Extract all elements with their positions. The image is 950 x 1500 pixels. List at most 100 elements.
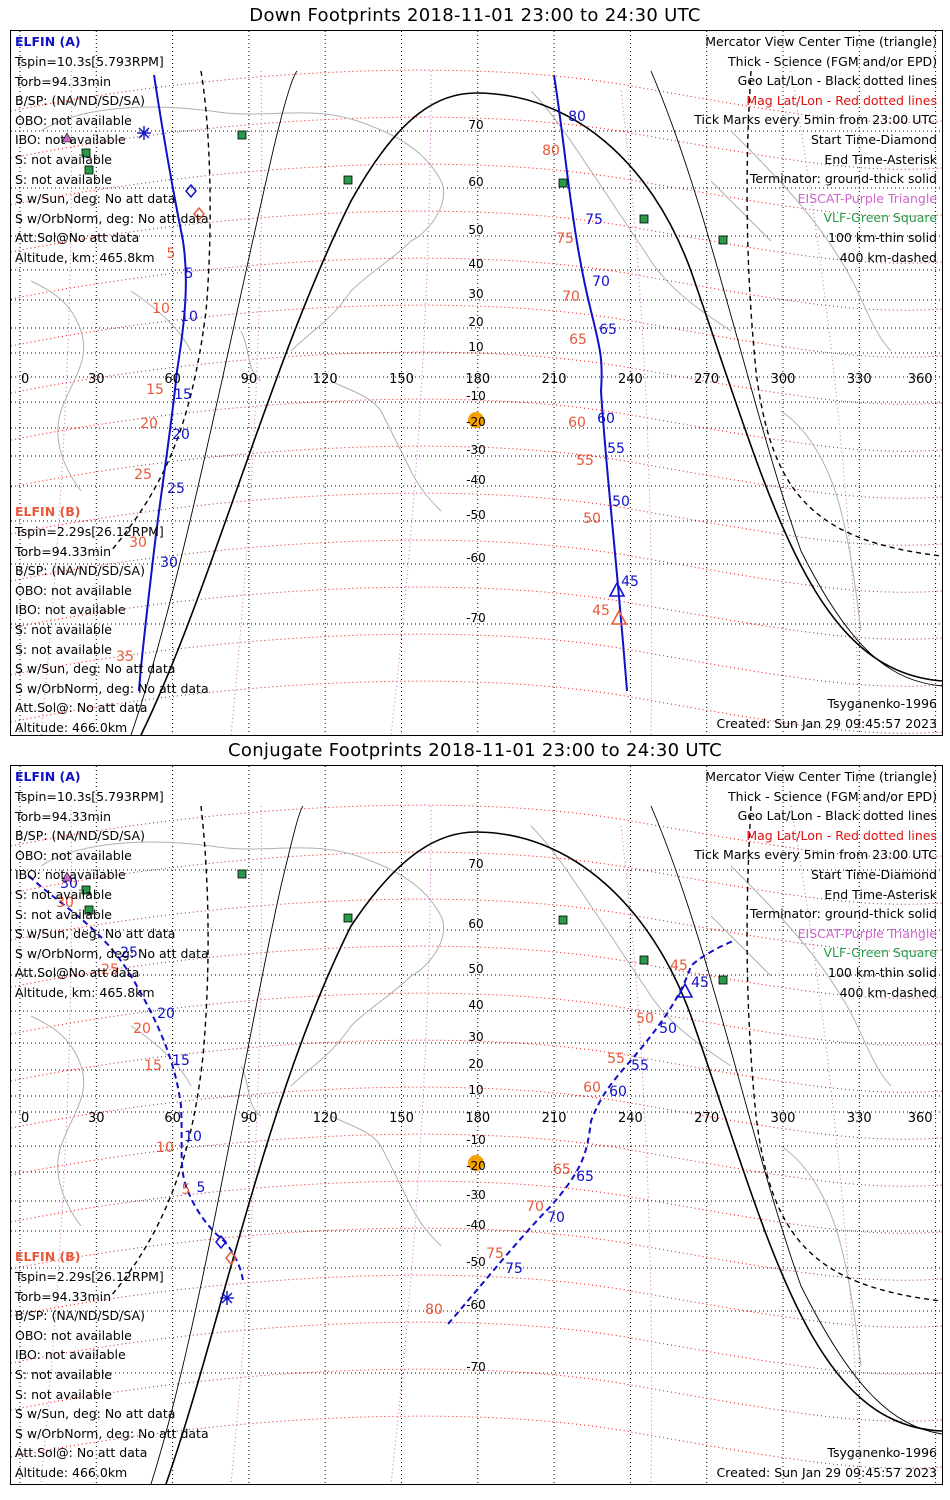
lon-tick-label: 240 — [618, 372, 643, 387]
mag-parallel — [11, 804, 942, 858]
info-line: OBO: not available — [15, 847, 132, 863]
lat-tick-label: -50 — [466, 508, 486, 522]
legend-line: 100 km-thin solid — [828, 965, 937, 980]
coastline — [330, 380, 442, 512]
mag-parallel — [11, 1180, 942, 1234]
triangle-icon — [676, 982, 694, 998]
lon-tick-label: 30 — [88, 1111, 105, 1126]
purple-triangle-icon — [61, 132, 73, 143]
lon-tick-label: 60 — [164, 1111, 181, 1126]
info-line: B/SP: (NA/ND/SD/SA) — [15, 563, 145, 579]
track-b-tick-label: 20 — [157, 1006, 175, 1022]
mag-b-tick-label: 30 — [56, 895, 74, 911]
legend-line: 400 km-dashed — [839, 984, 937, 1000]
track-elfin-a — [553, 74, 628, 692]
info-line: Torb=94.33min — [15, 73, 112, 89]
mag-parallel — [11, 1086, 942, 1140]
legend-line: Mercator View Center Time (triangle) — [705, 34, 937, 49]
legend-line: EISCAT-Purple Triangle — [797, 925, 937, 941]
legend-line: End Time-Asterisk — [824, 886, 937, 902]
lat-tick-label: -40 — [466, 473, 486, 487]
triangle-icon — [610, 609, 628, 625]
lat-tick-label: -60 — [466, 551, 486, 565]
lat-tick-label: -70 — [466, 1360, 486, 1374]
lat-tick-label: 70 — [468, 857, 483, 871]
track-a-tick-label: 50 — [612, 494, 630, 510]
info-line: S: not available — [15, 887, 112, 902]
diamond-icon — [193, 206, 205, 222]
mag-b-tick-label: 25 — [134, 467, 152, 483]
legend-line: End Time-Asterisk — [824, 151, 937, 167]
info-line: Tspin=10.3s[5.793RPM] — [15, 789, 164, 804]
legend-line: 400 km-dashed — [839, 249, 937, 265]
mag-meridian — [390, 70, 432, 735]
legend-line: Mag Lat/Lon - Red dotted lines — [746, 827, 937, 843]
green-square-icon — [718, 235, 728, 245]
map-canvas: 4550556065707551015202530455055606570758… — [11, 766, 942, 1484]
lon-tick-label: 60 — [164, 372, 181, 387]
mag-parallel — [11, 992, 942, 1046]
terminator-400km — [746, 70, 942, 557]
mag-b-tick-label: 30 — [129, 535, 147, 551]
sun-icon — [468, 412, 484, 428]
info-line: Tspin=2.29s[26.12RPM] — [15, 1269, 164, 1284]
mag-parallel — [11, 1133, 942, 1187]
track-a-tick-label: 65 — [599, 322, 617, 338]
info-line: Torb=94.33min — [15, 1288, 112, 1304]
green-square-icon — [237, 869, 247, 879]
mag-parallel — [11, 851, 942, 905]
coastline — [330, 1115, 442, 1247]
footprint-tracks: 4550556065707551015202530455055606570758… — [28, 875, 734, 1325]
coastline — [780, 410, 862, 632]
mag-a-tick-label: 45 — [592, 603, 610, 619]
info-line: S: not available — [15, 1386, 112, 1402]
panel-title-down: Down Footprints 2018-11-01 23:00 to 24:3… — [249, 5, 701, 26]
elfin-b-label: ELFIN (B) — [15, 504, 81, 519]
info-line: Tspin=10.3s[5.793RPM] — [15, 54, 164, 69]
track-b-tick-label: 15 — [172, 1053, 190, 1069]
terminator — [110, 70, 942, 735]
info-line: IBO: not available — [15, 132, 126, 148]
lat-tick-label: 40 — [468, 257, 483, 271]
mag-b-tick-label: 35 — [116, 649, 134, 665]
mag-parallel — [11, 398, 942, 452]
track-a-tick-label: 45 — [691, 975, 709, 991]
mag-parallel — [11, 445, 942, 499]
track-b-tick-label: 5 — [197, 1180, 206, 1196]
markers — [61, 126, 728, 625]
lat-tick-label: -60 — [466, 1298, 486, 1312]
terminator-400km — [110, 805, 209, 1297]
track-a-tick-label: 55 — [631, 1058, 649, 1074]
lat-tick-label: 20 — [468, 1057, 483, 1071]
info-line: S w/Sun, deg: No att data — [15, 661, 176, 677]
coastline — [30, 280, 85, 492]
mag-meridian — [620, 90, 653, 735]
green-square-icon — [343, 913, 353, 923]
track-elfin-b — [28, 875, 244, 1282]
green-square-icon — [81, 885, 91, 895]
info-line: Att.Sol@: No att data — [15, 700, 148, 716]
info-line: S w/OrbNorm, deg: No att data — [15, 210, 209, 226]
coastline — [730, 865, 892, 1087]
lat-tick-label: -30 — [466, 1188, 486, 1202]
coastline — [710, 915, 772, 977]
track-a-tick-label: 70 — [547, 1210, 565, 1226]
info-line: S: not available — [15, 906, 112, 922]
map-panel-conjugate: 45 50 55 60 65 70 75 5 10 15 20 25 30 45 50 55 60 65 70 75 8… — [10, 765, 943, 1485]
track-b-tick-label: 20 — [172, 427, 190, 443]
mag-meridian — [230, 70, 263, 735]
legend-line: VLF-Green Square — [823, 945, 937, 961]
elfin-a-label: ELFIN (A) — [15, 769, 81, 784]
asterisk-icon — [221, 1292, 233, 1304]
mag-parallel — [11, 898, 942, 952]
geo-grid — [11, 31, 942, 735]
lat-tick-label: 30 — [468, 1030, 483, 1044]
info-line: Altitude, km: 465.8km — [15, 250, 155, 265]
mag-b-tick-label: 10 — [152, 301, 170, 317]
legend-line: Start Time-Diamond — [810, 132, 937, 147]
info-line: S w/OrbNorm, deg: No att data — [15, 1425, 209, 1441]
track-a-tick-label: 50 — [659, 1021, 677, 1037]
mag-parallel — [11, 69, 942, 123]
lon-tick-label: 0 — [21, 372, 29, 387]
map-canvas: 8075706560555045510152025308075706560555… — [11, 31, 942, 735]
